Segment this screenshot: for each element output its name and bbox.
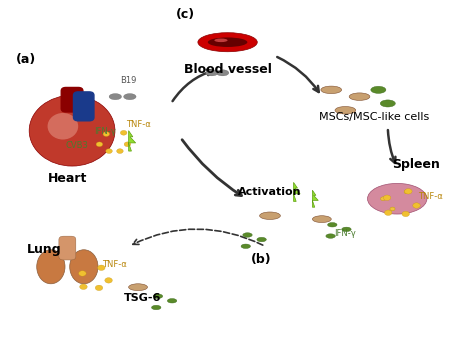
FancyArrowPatch shape [362,97,367,98]
Ellipse shape [124,94,136,100]
Text: TNF-α: TNF-α [418,192,443,201]
Text: (b): (b) [251,253,272,267]
Ellipse shape [312,216,331,223]
FancyArrowPatch shape [262,214,267,215]
Ellipse shape [257,237,266,242]
FancyArrowPatch shape [323,88,328,89]
Ellipse shape [47,113,78,140]
Circle shape [95,285,103,291]
Text: Activation: Activation [238,187,302,197]
FancyArrowPatch shape [334,88,339,89]
FancyBboxPatch shape [73,92,94,121]
Ellipse shape [208,37,247,47]
FancyBboxPatch shape [61,87,83,112]
FancyArrowPatch shape [348,111,354,112]
Ellipse shape [152,305,161,310]
Circle shape [384,210,392,215]
Ellipse shape [371,86,386,93]
Ellipse shape [128,284,147,291]
Ellipse shape [349,93,370,100]
Circle shape [413,203,420,208]
Text: IFN-γ: IFN-γ [335,229,356,238]
Ellipse shape [342,227,351,232]
Text: Blood vessel: Blood vessel [183,63,272,76]
FancyArrowPatch shape [323,91,328,92]
FancyArrowPatch shape [141,286,145,287]
Ellipse shape [214,38,228,42]
Circle shape [120,130,127,135]
Ellipse shape [36,250,65,284]
Ellipse shape [380,100,395,107]
Circle shape [413,204,419,208]
FancyArrowPatch shape [315,220,319,221]
Circle shape [124,142,131,147]
Ellipse shape [335,107,356,114]
FancyArrowPatch shape [334,91,339,92]
FancyArrowPatch shape [131,286,135,287]
Text: (a): (a) [16,52,36,66]
Ellipse shape [167,298,177,303]
Text: MSCs/MSC-like cells: MSCs/MSC-like cells [319,113,429,122]
Ellipse shape [328,223,337,227]
FancyBboxPatch shape [59,236,76,260]
Circle shape [404,190,409,194]
FancyArrowPatch shape [325,220,329,221]
Polygon shape [128,131,136,151]
Ellipse shape [198,33,257,52]
FancyArrowPatch shape [348,109,354,110]
FancyArrowPatch shape [262,216,267,217]
Circle shape [383,195,391,200]
Text: Heart: Heart [48,172,87,185]
FancyArrowPatch shape [351,95,357,96]
Polygon shape [312,190,318,207]
Ellipse shape [206,70,218,76]
Ellipse shape [153,294,163,298]
FancyArrowPatch shape [337,109,343,110]
Circle shape [103,132,109,137]
Ellipse shape [243,233,252,237]
Ellipse shape [326,234,335,238]
Text: CVB3: CVB3 [65,141,88,150]
Circle shape [105,277,112,283]
Ellipse shape [321,86,342,94]
Ellipse shape [29,95,115,166]
FancyArrowPatch shape [131,288,135,289]
Text: B19: B19 [120,76,137,85]
Circle shape [106,149,112,153]
Circle shape [96,142,103,147]
Circle shape [404,189,412,194]
FancyArrowPatch shape [141,288,145,289]
Circle shape [117,149,123,153]
Circle shape [390,207,395,211]
Text: TSG-6: TSG-6 [124,293,162,303]
Text: TNF-α: TNF-α [102,260,127,269]
Ellipse shape [367,184,427,214]
Text: (c): (c) [176,8,195,21]
Circle shape [381,197,386,201]
Circle shape [402,211,410,217]
FancyArrowPatch shape [273,214,278,215]
Ellipse shape [70,250,98,284]
FancyArrowPatch shape [337,111,343,112]
Ellipse shape [260,212,280,220]
Circle shape [80,284,87,289]
Text: TNF-α: TNF-α [126,120,150,129]
Circle shape [79,271,86,276]
FancyArrowPatch shape [362,95,367,96]
Ellipse shape [109,94,121,100]
Text: IFN-γ: IFN-γ [94,127,116,136]
FancyArrowPatch shape [351,97,357,98]
Polygon shape [293,182,300,201]
Text: Lung: Lung [27,243,61,256]
FancyArrowPatch shape [273,216,278,217]
Text: Spleen: Spleen [392,158,440,171]
Ellipse shape [217,70,229,76]
Ellipse shape [241,244,250,248]
Circle shape [98,265,105,271]
